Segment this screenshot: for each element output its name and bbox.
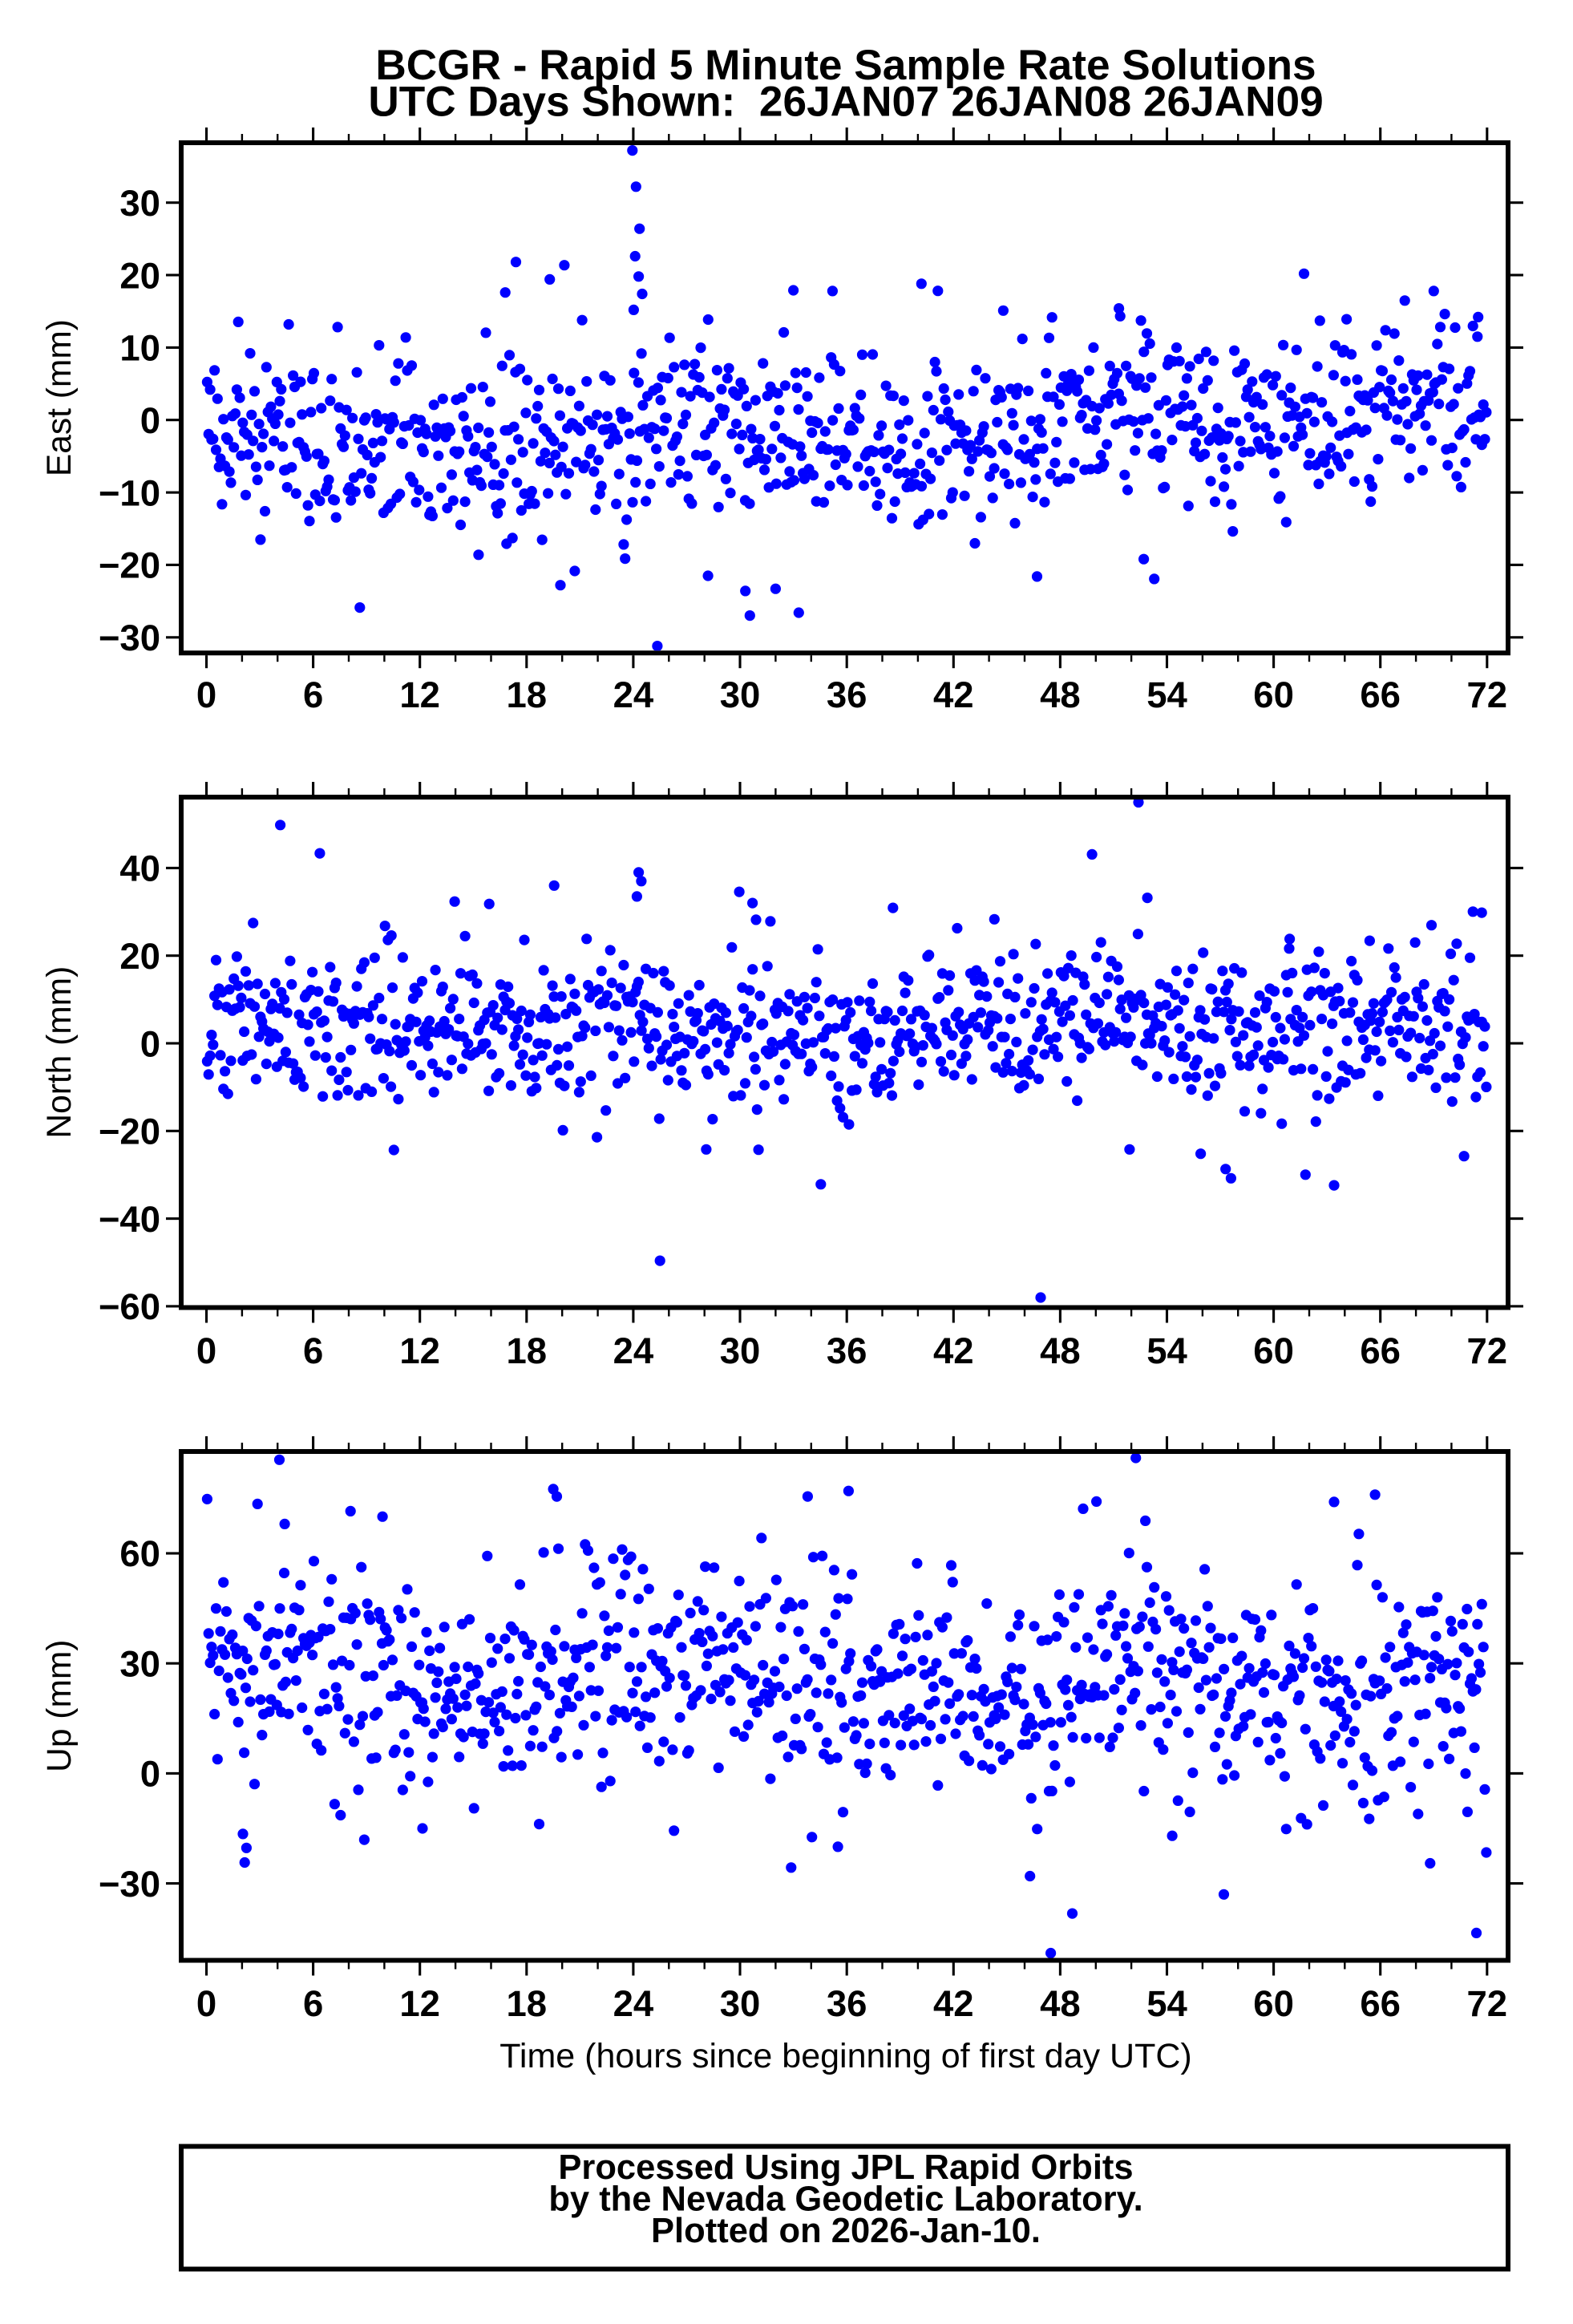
svg-text:54: 54 — [1146, 1983, 1187, 2024]
svg-text:0: 0 — [196, 674, 216, 715]
svg-text:20: 20 — [119, 936, 160, 977]
svg-text:0: 0 — [196, 1983, 216, 2024]
svg-text:36: 36 — [827, 1983, 867, 2024]
svg-text:−60: −60 — [99, 1286, 160, 1327]
svg-text:−10: −10 — [99, 472, 160, 513]
svg-text:Processed Using JPL Rapid Orbi: Processed Using JPL Rapid Orbits — [558, 2148, 1133, 2187]
svg-text:−40: −40 — [99, 1199, 160, 1240]
svg-text:48: 48 — [1040, 674, 1081, 715]
svg-text:6: 6 — [303, 1330, 323, 1371]
svg-text:18: 18 — [506, 1330, 547, 1371]
svg-text:66: 66 — [1360, 1983, 1401, 2024]
svg-text:12: 12 — [399, 1983, 440, 2024]
svg-text:North (mm): North (mm) — [41, 966, 79, 1139]
svg-text:−20: −20 — [99, 1111, 160, 1152]
svg-text:−20: −20 — [99, 545, 160, 586]
svg-text:UTC Days Shown: 26JAN07 26JAN: UTC Days Shown: 26JAN07 26JAN08 26JAN09 — [368, 79, 1323, 126]
svg-text:18: 18 — [506, 674, 547, 715]
svg-text:72: 72 — [1466, 1983, 1507, 2024]
svg-text:24: 24 — [613, 1330, 654, 1371]
svg-text:42: 42 — [933, 1983, 974, 2024]
svg-text:East (mm): East (mm) — [41, 319, 79, 476]
svg-text:30: 30 — [119, 183, 160, 224]
svg-text:66: 66 — [1360, 1330, 1401, 1371]
svg-text:12: 12 — [399, 1330, 440, 1371]
svg-text:72: 72 — [1466, 1330, 1507, 1371]
svg-text:6: 6 — [303, 1983, 323, 2024]
svg-text:48: 48 — [1040, 1983, 1081, 2024]
svg-text:0: 0 — [140, 1754, 160, 1795]
svg-text:40: 40 — [119, 848, 160, 889]
svg-text:30: 30 — [720, 674, 761, 715]
svg-text:30: 30 — [720, 1983, 761, 2024]
svg-text:36: 36 — [827, 674, 867, 715]
svg-text:48: 48 — [1040, 1330, 1081, 1371]
svg-text:0: 0 — [196, 1330, 216, 1371]
svg-text:20: 20 — [119, 255, 160, 296]
svg-text:0: 0 — [140, 1023, 160, 1064]
svg-text:−30: −30 — [99, 617, 160, 658]
svg-text:42: 42 — [933, 674, 974, 715]
svg-text:54: 54 — [1146, 674, 1187, 715]
svg-text:54: 54 — [1146, 1330, 1187, 1371]
svg-text:66: 66 — [1360, 674, 1401, 715]
svg-text:60: 60 — [1253, 1330, 1294, 1371]
svg-text:60: 60 — [1253, 674, 1294, 715]
svg-text:72: 72 — [1466, 674, 1507, 715]
svg-text:10: 10 — [119, 328, 160, 369]
svg-text:30: 30 — [720, 1330, 761, 1371]
svg-text:12: 12 — [399, 674, 440, 715]
svg-text:Up (mm): Up (mm) — [41, 1640, 79, 1772]
svg-text:30: 30 — [119, 1644, 160, 1685]
svg-text:−30: −30 — [99, 1864, 160, 1905]
svg-text:18: 18 — [506, 1983, 547, 2024]
svg-text:Plotted on 2026-Jan-10.: Plotted on 2026-Jan-10. — [651, 2212, 1041, 2250]
svg-text:36: 36 — [827, 1330, 867, 1371]
svg-text:BCGR - Rapid 5 Minute Sample R: BCGR - Rapid 5 Minute Sample Rate Soluti… — [375, 42, 1316, 89]
svg-text:60: 60 — [119, 1533, 160, 1574]
svg-text:24: 24 — [613, 674, 654, 715]
svg-text:60: 60 — [1253, 1983, 1294, 2024]
svg-text:6: 6 — [303, 674, 323, 715]
svg-text:42: 42 — [933, 1330, 974, 1371]
svg-text:by the Nevada Geodetic Laborat: by the Nevada Geodetic Laboratory. — [548, 2180, 1142, 2219]
svg-text:0: 0 — [140, 400, 160, 441]
svg-text:Time (hours since beginning of: Time (hours since beginning of first day… — [499, 2037, 1192, 2075]
svg-text:24: 24 — [613, 1983, 654, 2024]
